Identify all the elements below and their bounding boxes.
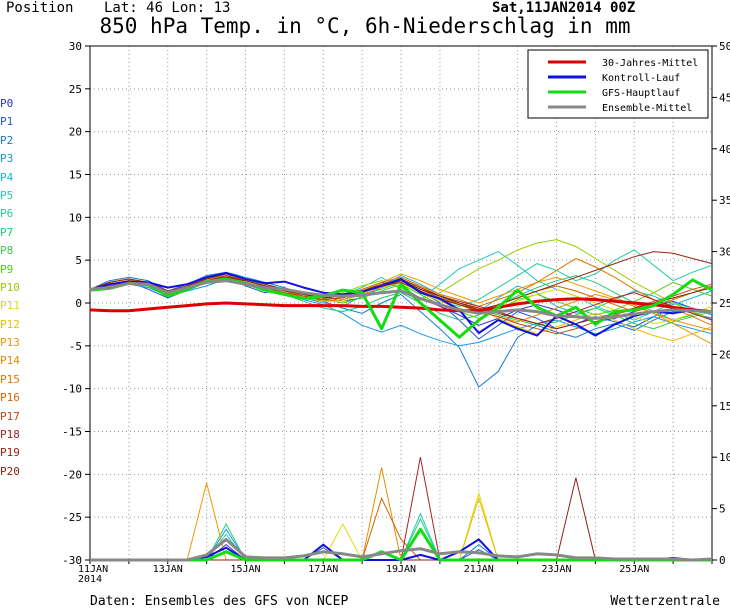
y-tick-label-right: 25	[719, 297, 730, 310]
member-label: P12	[0, 317, 20, 331]
ensemble-precip-line	[90, 512, 712, 561]
y-tick-label-left: -20	[62, 468, 82, 481]
run-label: Sat,11JAN2014 00Z	[492, 0, 636, 16]
member-label: P10	[0, 280, 20, 294]
gfs-main-run-line	[90, 527, 712, 562]
member-label: P19	[0, 446, 20, 460]
x-tick-label: 21JAN	[464, 564, 494, 575]
x-tick-label: 11JAN	[78, 564, 108, 575]
member-label: P8	[0, 244, 14, 258]
latlon-label: Lat: 46 Lon: 13	[104, 0, 231, 16]
y-tick-label-right: 40	[719, 143, 730, 156]
member-label: P13	[0, 336, 20, 350]
y-tick-label-right: 10	[719, 451, 730, 464]
y-tick-label-right: 0	[719, 554, 726, 567]
y-tick-label-left: -30	[62, 554, 82, 567]
member-label: P17	[0, 409, 20, 423]
x-tick-label: 17JAN	[308, 564, 338, 575]
y-tick-label-left: 10	[69, 211, 82, 224]
member-label: P16	[0, 391, 20, 405]
y-tick-label-left: -10	[62, 383, 82, 396]
climate-mean-line	[89, 297, 713, 314]
y-tick-label-left: 30	[69, 40, 82, 53]
ensemble-mean-line	[90, 537, 713, 562]
member-list: P0 P1 P2 P3 P4 P5 P6 P7 P8 P9 P10 P11 P12 P13 P14 P15 P1…	[0, 95, 40, 481]
ensemble-precip-line	[90, 528, 712, 561]
legend-label: GFS-Hauptlauf	[602, 88, 680, 99]
x-tick-label-year: 2014	[78, 574, 102, 585]
ensemble-precip-line	[90, 457, 712, 561]
y-tick-label-left: -25	[62, 511, 82, 524]
x-tick-label: 25JAN	[619, 564, 649, 575]
y-tick-label-right: 15	[719, 400, 730, 413]
y-tick-label-left: -5	[69, 340, 82, 353]
member-label: P18	[0, 428, 20, 442]
legend-label: 30-Jahres-Mittel	[602, 58, 698, 69]
y-tick-label-left: 5	[75, 254, 82, 267]
x-tick-label: 15JAN	[230, 564, 260, 575]
legend-label: Ensemble-Mittel	[602, 103, 692, 114]
member-label: P11	[0, 299, 20, 313]
member-label: P14	[0, 354, 20, 368]
member-label: P4	[0, 170, 14, 184]
ensemble-mean-line	[89, 279, 713, 320]
x-tick-label: 23JAN	[541, 564, 571, 575]
member-label: P5	[0, 188, 14, 202]
x-tick-label: 13JAN	[153, 564, 183, 575]
y-tick-label-right: 5	[719, 503, 726, 516]
ensemble-temp-line	[89, 278, 713, 347]
chart-title: 850 hPa Temp. in °C, 6h-Niederschlag in …	[99, 14, 631, 38]
y-tick-label-left: -15	[62, 426, 82, 439]
y-tick-label-right: 35	[719, 194, 730, 207]
member-label: P6	[0, 207, 14, 221]
y-tick-label-left: 15	[69, 169, 82, 182]
y-tick-label-right: 30	[719, 246, 730, 259]
x-tick-label: 19JAN	[386, 564, 416, 575]
member-label: P2	[0, 133, 14, 147]
member-label: P15	[0, 372, 20, 386]
legend-label: Kontroll-Lauf	[602, 73, 680, 84]
footer-source: Daten: Ensembles des GFS von NCEP	[90, 594, 349, 609]
member-label: P3	[0, 152, 14, 166]
y-tick-label-left: 0	[75, 297, 82, 310]
control-run-line	[89, 272, 713, 337]
position-label: Position	[6, 0, 74, 16]
footer-brand: Wetterzentrale	[610, 594, 720, 609]
member-label: P0	[0, 97, 14, 110]
member-label: P9	[0, 262, 14, 276]
member-label: P7	[0, 225, 14, 239]
ensemble-temp-line	[89, 251, 713, 311]
y-tick-label-right: 45	[719, 91, 730, 104]
member-label: P1	[0, 115, 14, 129]
y-tick-label-left: 25	[69, 83, 82, 96]
y-tick-label-right: 20	[719, 348, 730, 361]
y-tick-label-left: 20	[69, 126, 82, 139]
y-tick-label-right: 50	[719, 40, 730, 53]
member-label: P20	[0, 464, 20, 478]
